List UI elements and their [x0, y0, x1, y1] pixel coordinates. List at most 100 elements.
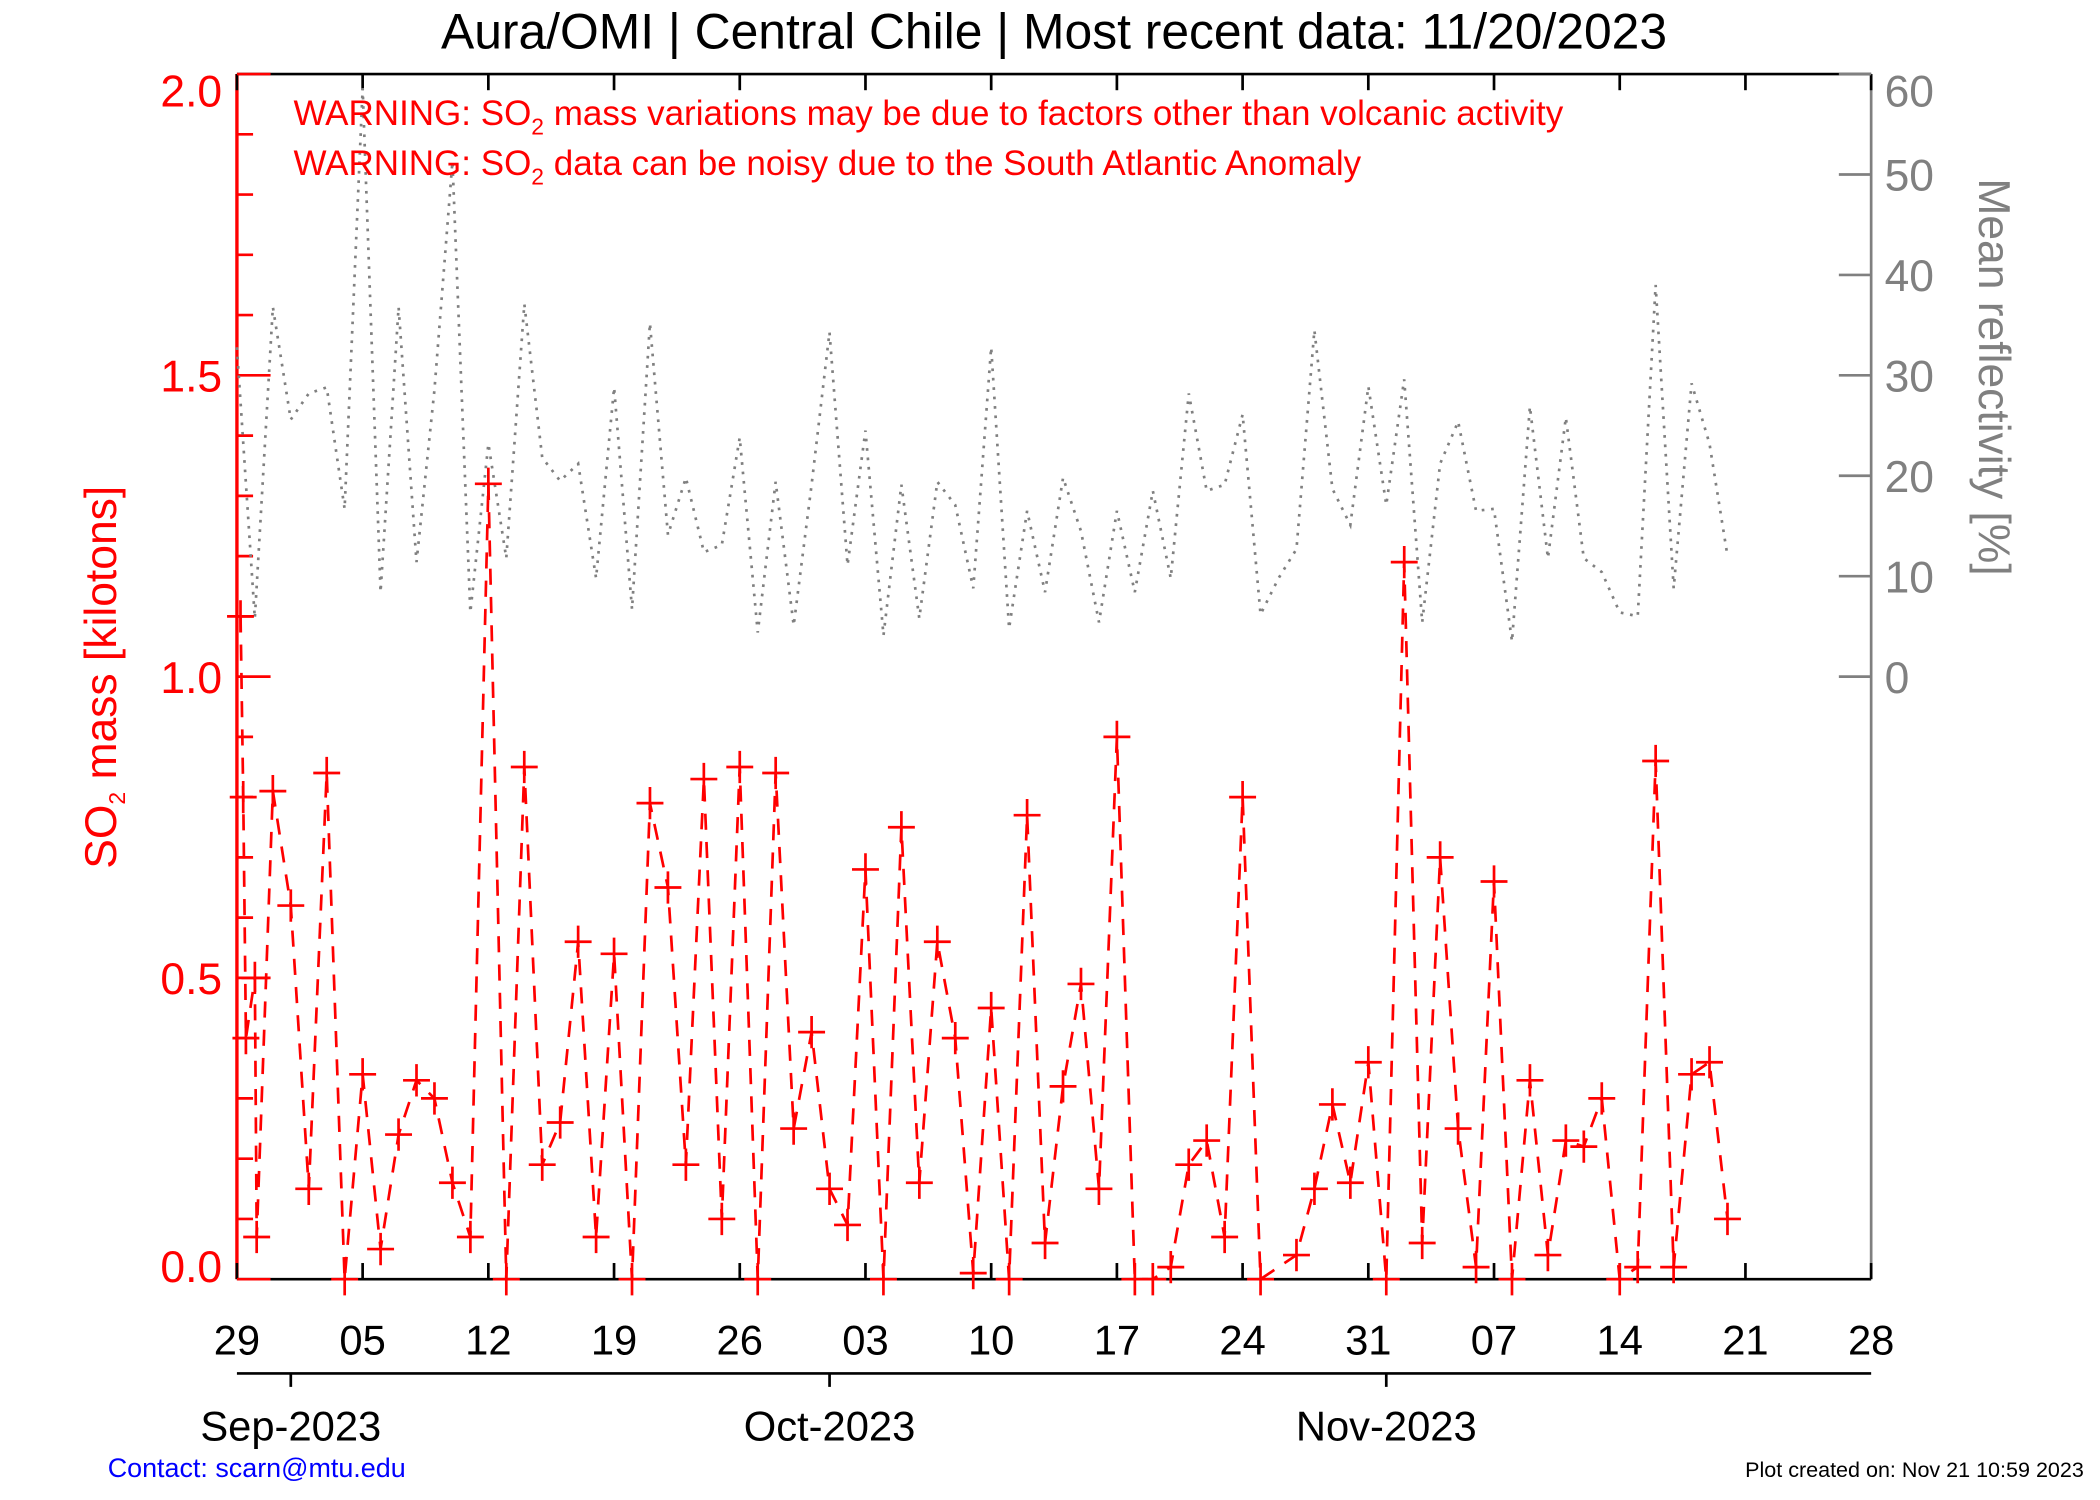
- so2-point-marker: [1103, 720, 1131, 754]
- so2-point-marker: [923, 925, 951, 958]
- so2-point-marker: [582, 1220, 610, 1254]
- x-tick-label: 10: [968, 1317, 1014, 1364]
- so2-point-marker: [1498, 1263, 1526, 1296]
- so2-point-marker: [1444, 1112, 1472, 1145]
- right-tick-label: 40: [1885, 252, 1934, 301]
- so2-point-marker: [1085, 1172, 1113, 1205]
- so2-point-marker: [887, 811, 915, 844]
- so2-point-marker: [277, 889, 305, 922]
- x-tick-label: 12: [465, 1317, 511, 1364]
- right-tick-label: 60: [1885, 67, 1934, 116]
- so2-point-marker: [1049, 1070, 1077, 1103]
- left-tick-label: 0.5: [160, 955, 222, 1004]
- month-tick-label: Sep-2023: [200, 1403, 381, 1450]
- so2-point-marker: [1175, 1148, 1203, 1181]
- so2-point-marker: [1714, 1202, 1741, 1236]
- so2-point-marker: [1642, 744, 1670, 778]
- warning-text-1: WARNING: SO2 mass variations may be due …: [293, 94, 1563, 139]
- so2-point-marker: [1516, 1064, 1544, 1097]
- so2-point-marker: [1157, 1250, 1185, 1284]
- so2-point-marker: [232, 1021, 260, 1055]
- so2-point-marker: [816, 1172, 844, 1205]
- so2-point-marker: [510, 750, 538, 784]
- so2-point-marker: [1678, 1058, 1706, 1091]
- so2-point-marker: [618, 1263, 646, 1296]
- so2-point-marker: [1247, 1263, 1275, 1296]
- so2-point-marker: [241, 961, 269, 995]
- so2-point-marker: [941, 1021, 969, 1055]
- contact-link[interactable]: Contact: scarn@mtu.edu: [108, 1453, 406, 1483]
- so2-point-marker: [977, 991, 1005, 1025]
- right-tick-label: 0: [1885, 654, 1910, 703]
- so2-point-marker: [1300, 1172, 1328, 1205]
- so2-point-marker: [959, 1256, 987, 1290]
- right-tick-label: 50: [1885, 152, 1934, 201]
- so2-point-marker: [1211, 1220, 1239, 1254]
- so2-point-marker: [295, 1172, 323, 1205]
- so2-point-marker: [1372, 1263, 1400, 1296]
- so2-point-marker: [780, 1112, 808, 1145]
- so2-point-marker: [1229, 780, 1257, 814]
- so2-point-marker: [654, 871, 682, 904]
- so2-series: [227, 467, 1741, 1296]
- warning-text-2: WARNING: SO2 data can be noisy due to th…: [293, 144, 1361, 189]
- so2-point-marker: [1067, 967, 1095, 1001]
- left-tick-label: 1.0: [160, 654, 222, 703]
- so2-point-marker: [1606, 1263, 1634, 1296]
- so2-point-marker: [1283, 1238, 1310, 1272]
- so2-point-marker: [1336, 1166, 1364, 1199]
- so2-point-marker: [564, 925, 592, 958]
- so2-point-marker: [672, 1148, 700, 1181]
- right-axis-label: Mean reflectivity [%]: [1969, 178, 2018, 575]
- so2-point-marker: [1570, 1130, 1598, 1163]
- so2-point-marker: [1354, 1046, 1382, 1079]
- so2-point-marker: [229, 780, 257, 814]
- so2-point-marker: [1624, 1250, 1652, 1284]
- x-tick-label: 29: [214, 1317, 260, 1364]
- x-tick-label: 21: [1722, 1317, 1768, 1364]
- so2-point-marker: [313, 756, 341, 790]
- month-tick-label: Oct-2023: [744, 1403, 916, 1450]
- so2-point-marker: [1696, 1046, 1723, 1079]
- so2-point-marker: [1139, 1263, 1167, 1296]
- so2-point-marker: [869, 1263, 897, 1296]
- so2-point-marker: [690, 762, 718, 796]
- x-tick-label: 05: [339, 1317, 385, 1364]
- x-tick-label: 07: [1471, 1317, 1517, 1364]
- left-axis-label: SO2 mass [kilotons]: [77, 486, 130, 869]
- so2-point-marker: [1390, 545, 1418, 579]
- x-tick-label: 14: [1597, 1317, 1643, 1364]
- so2-point-marker: [528, 1148, 556, 1181]
- so2-point-marker: [349, 1058, 377, 1091]
- so2-point-marker: [1013, 799, 1041, 832]
- axes: 29 05 12 19 26 03 10 17 24 31 07 14 21 28 Sep-2023 Oct-…: [160, 67, 1934, 1449]
- so2-point-marker: [1462, 1250, 1490, 1284]
- so2-point-marker: [1408, 1226, 1436, 1260]
- so2-point-marker: [834, 1208, 861, 1242]
- so2-point-marker: [421, 1082, 448, 1115]
- so2-point-marker: [243, 1220, 271, 1254]
- so2-point-marker: [331, 1263, 359, 1296]
- so2-point-marker: [546, 1106, 574, 1139]
- right-tick-label: 30: [1885, 352, 1934, 401]
- so2-point-marker: [726, 750, 754, 784]
- so2-point-marker: [1660, 1250, 1688, 1284]
- so2-point-marker: [385, 1118, 413, 1151]
- so2-point-marker: [600, 937, 628, 970]
- so2-point-marker: [492, 1263, 520, 1296]
- so2-line: [239, 483, 1729, 1282]
- x-tick-label: 28: [1848, 1317, 1894, 1364]
- so2-point-marker: [1318, 1088, 1346, 1121]
- right-tick-label: 20: [1885, 453, 1934, 502]
- right-tick-label: 10: [1885, 553, 1934, 602]
- x-tick-label: 19: [591, 1317, 637, 1364]
- so2-point-marker: [1193, 1124, 1221, 1157]
- so2-point-marker: [227, 600, 254, 633]
- so2-point-marker: [259, 774, 287, 808]
- left-tick-label: 0.0: [160, 1243, 222, 1292]
- so2-point-marker: [708, 1202, 736, 1236]
- month-tick-label: Nov-2023: [1296, 1403, 1477, 1450]
- so2-point-marker: [995, 1263, 1023, 1296]
- so2-point-marker: [852, 853, 879, 886]
